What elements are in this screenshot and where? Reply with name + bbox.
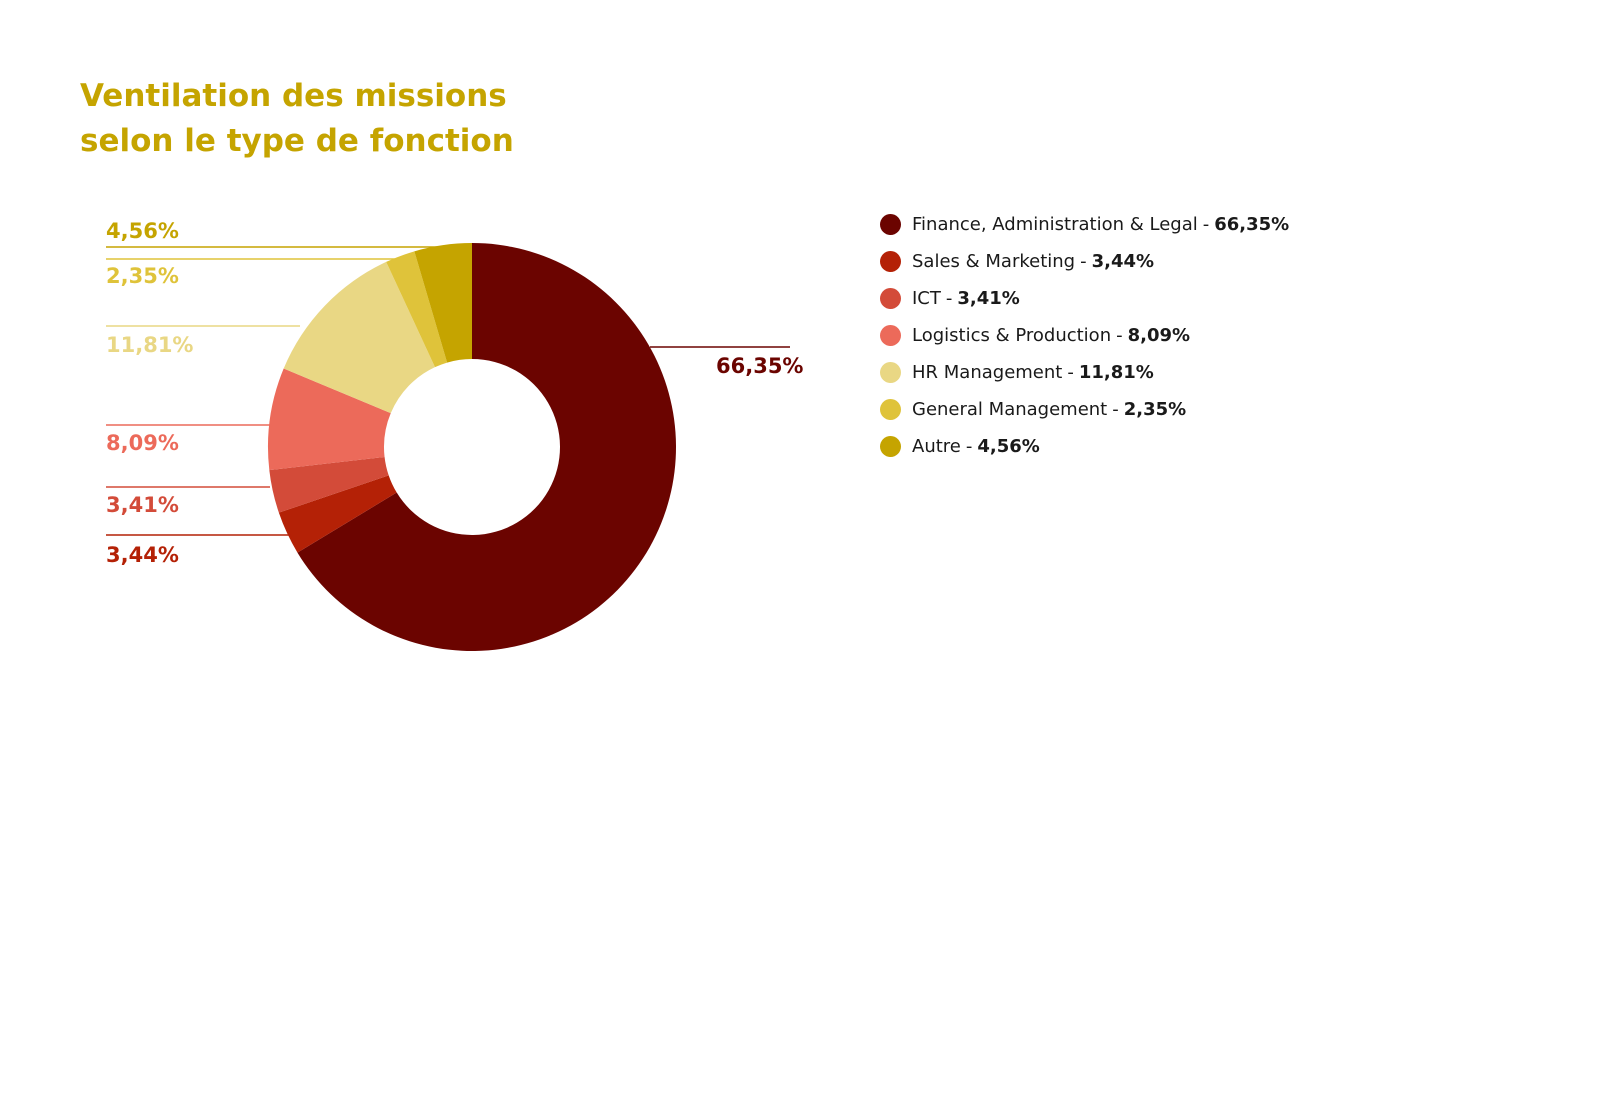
legend-value-sales: 3,44% <box>1091 251 1155 272</box>
donut-slice-general <box>386 251 448 368</box>
legend-swatch-hr <box>880 362 901 383</box>
data-label-finance: 66,35% <box>716 354 803 378</box>
legend-item-hr: HR Management -11,81% <box>880 354 1289 391</box>
legend-swatch-ict <box>880 288 901 309</box>
legend-item-sales: Sales & Marketing -3,44% <box>880 243 1289 280</box>
legend-swatch-logistics <box>880 325 901 346</box>
legend-value-hr: 11,81% <box>1078 362 1154 383</box>
data-label-sales: 3,44% <box>106 543 179 567</box>
data-label-general: 2,35% <box>106 264 179 288</box>
donut-slice-sales <box>278 475 397 553</box>
legend-label-logistics: Logistics & Production <box>912 325 1112 346</box>
chart-title-line-1: Ventilation des missions <box>80 78 507 114</box>
donut-slice-hr <box>283 261 435 414</box>
legend-label-sales: Sales & Marketing <box>912 251 1076 272</box>
legend-label-autre: Autre <box>912 436 961 457</box>
legend-swatch-sales <box>880 251 901 272</box>
legend-value-general: 2,35% <box>1123 399 1187 420</box>
data-label-logistics: 8,09% <box>106 431 179 455</box>
legend-item-general: General Management -2,35% <box>880 391 1289 428</box>
legend-item-finance: Finance, Administration & Legal -66,35% <box>880 206 1289 243</box>
legend-swatch-general <box>880 399 901 420</box>
legend-label-finance: Finance, Administration & Legal <box>912 214 1198 235</box>
legend-value-ict: 3,41% <box>957 288 1020 309</box>
legend-value-logistics: 8,09% <box>1127 325 1191 346</box>
legend-value-finance: 66,35% <box>1214 214 1290 235</box>
legend-swatch-autre <box>880 436 901 457</box>
donut-slice-autre <box>414 243 472 363</box>
data-label-autre: 4,56% <box>106 219 179 243</box>
legend-swatch-finance <box>880 214 901 235</box>
legend-item-logistics: Logistics & Production -8,09% <box>880 317 1289 354</box>
data-label-hr: 11,81% <box>106 333 193 357</box>
donut-slice-finance <box>297 243 677 652</box>
data-label-ict: 3,41% <box>106 493 179 517</box>
legend-item-autre: Autre -4,56% <box>880 428 1289 465</box>
legend-item-ict: ICT -3,41% <box>880 280 1289 317</box>
chart-title-line-2: selon le type de fonction <box>80 123 514 159</box>
legend-label-hr: HR Management <box>912 362 1063 383</box>
legend-value-autre: 4,56% <box>977 436 1040 457</box>
donut-slice-logistics <box>268 368 391 471</box>
chart-title: Ventilation des missions selon le type d… <box>80 74 680 164</box>
chart-legend: Finance, Administration & Legal -66,35% S… <box>880 206 1289 465</box>
legend-label-general: General Management <box>912 399 1108 420</box>
legend-label-ict: ICT <box>912 288 941 309</box>
donut-slice-ict <box>269 456 389 513</box>
